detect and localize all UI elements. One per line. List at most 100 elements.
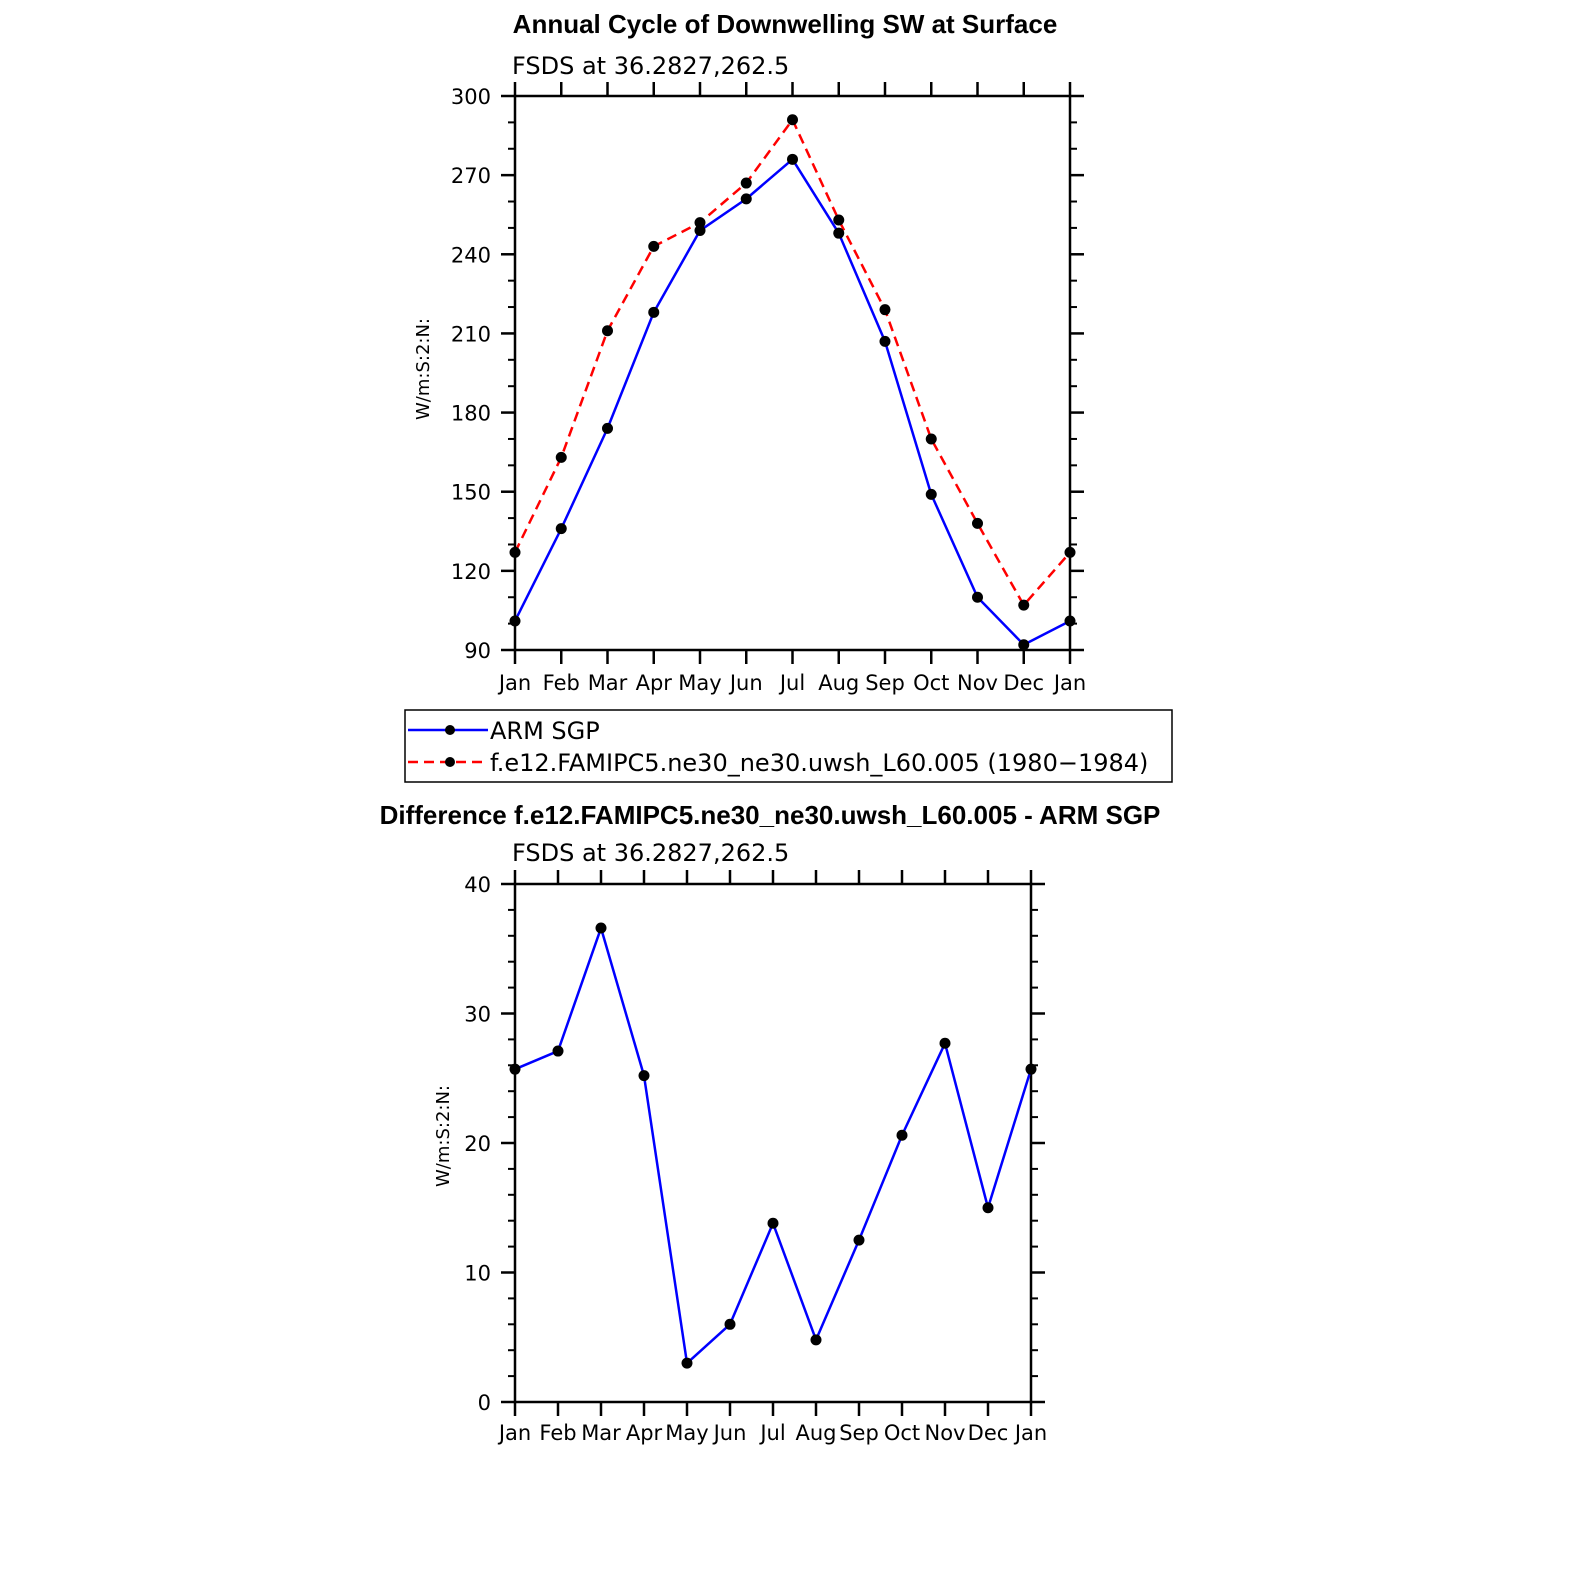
- chart1-ytick-label: 240: [451, 243, 491, 267]
- chart2-ytick-label: 30: [464, 1003, 491, 1027]
- chart1-xtick-label: Sep: [865, 671, 905, 695]
- chart2-ytick-label: 40: [464, 873, 491, 897]
- chart2-xtick-label: Jun: [712, 1421, 747, 1445]
- chart2-subtitle: FSDS at 36.2827,262.5: [512, 839, 789, 867]
- chart1-xtick-label: Jul: [778, 671, 805, 695]
- chart2-series-0-point: [810, 1334, 822, 1346]
- chart1-series-1-line: [513, 118, 1071, 607]
- chart1-xtick-label: Jun: [728, 671, 763, 695]
- chart1-series-1-point: [833, 214, 845, 226]
- annual-cycle-chart: Annual Cycle of Downwelling SW at Surfac…: [404, 9, 1173, 783]
- chart2-series-0-point: [853, 1234, 865, 1246]
- chart2-series-0-point: [724, 1318, 736, 1330]
- chart2-series-0-point: [681, 1357, 693, 1369]
- chart1-series-0-point: [879, 335, 891, 347]
- legend-marker-model: [445, 757, 455, 767]
- chart1-axes: 90 120 150 180 210 240 270 300 Jan Feb Mar Apr May Ju…: [451, 82, 1086, 695]
- chart1-xtick-label: May: [678, 671, 721, 695]
- chart1-series-0-point: [1018, 639, 1030, 651]
- chart2-series-0-point: [552, 1045, 564, 1057]
- legend-label-arm: ARM SGP: [490, 717, 600, 745]
- chart2-ytick-label: 10: [464, 1262, 491, 1286]
- chart2-xtick-label: Jan: [1013, 1421, 1047, 1445]
- chart1-series-1-point: [602, 325, 613, 337]
- legend-box: [404, 709, 1173, 783]
- chart1-ytick-label: 150: [451, 481, 491, 505]
- chart1-ylabel: W/m:S:2:N:: [413, 318, 434, 420]
- legend-label-model: f.e12.FAMIPC5.ne30_ne30.uwsh_L60.005 (19…: [490, 749, 1148, 777]
- chart2-xtick-label: Dec: [968, 1421, 1009, 1445]
- chart1-series-0-point: [648, 306, 660, 318]
- difference-chart: Difference f.e12.FAMIPC5.ne30_ne30.uwsh_…: [380, 800, 1161, 1445]
- chart2-xtick-label: Nov: [925, 1421, 966, 1445]
- chart1-series-1-point: [648, 240, 660, 252]
- chart1-series-0-point: [833, 227, 845, 239]
- chart1-series-0-point: [694, 225, 706, 237]
- chart2-series-0-point: [638, 1070, 650, 1082]
- chart2-axes: 0 10 20 30 40 Jan Feb Mar Apr May Jun Jul Aug Sep Oct N…: [464, 870, 1047, 1445]
- chart1-ytick-label: 210: [451, 322, 491, 346]
- chart2-series-0-point: [982, 1202, 994, 1214]
- chart2-series-0-point: [896, 1129, 908, 1141]
- chart2-ylabel: W/m:S:2:N:: [433, 1085, 454, 1187]
- chart1-ytick-label: 90: [464, 639, 491, 663]
- chart1-series-1-point: [1064, 546, 1076, 558]
- chart2-title: Difference f.e12.FAMIPC5.ne30_ne30.uwsh_…: [380, 800, 1161, 830]
- chart1-xtick-label: Dec: [1003, 671, 1044, 695]
- chart1-series-0-point: [740, 193, 752, 205]
- chart1-xtick-label: Jan: [497, 671, 531, 695]
- chart1-series-0-point: [509, 615, 521, 627]
- chart1-series-0-point: [787, 153, 798, 165]
- chart1-xtick-label: Aug: [818, 671, 859, 695]
- chart2-xtick-label: Mar: [581, 1421, 621, 1445]
- chart1-series-0-point: [925, 488, 937, 500]
- chart2-ytick-label: 20: [464, 1132, 491, 1156]
- chart1-series-1-point: [740, 177, 752, 189]
- chart2-series: [509, 922, 1037, 1369]
- chart1-series-1-point: [925, 433, 937, 445]
- chart1-xtick-label: Nov: [957, 671, 998, 695]
- chart2-xtick-label: Oct: [884, 1421, 920, 1445]
- chart1-series-1-point: [694, 217, 706, 229]
- chart2-plot-frame: [513, 882, 1033, 1404]
- chart1-series-1-point: [509, 546, 521, 558]
- chart1-series-1-point: [972, 517, 983, 529]
- chart2-series-0-line: [514, 926, 1033, 1365]
- chart1-xtick-label: Jan: [1052, 671, 1086, 695]
- chart1-series-0-line: [513, 158, 1071, 646]
- chart1-series-1-point: [555, 451, 567, 463]
- chart1-series-0-point: [602, 422, 613, 434]
- chart1-series-1-point: [1018, 599, 1030, 611]
- chart1-xtick-label: Apr: [636, 671, 673, 695]
- chart1-ytick-label: 120: [451, 560, 491, 584]
- chart1-series-1-point: [787, 114, 798, 126]
- chart2-series-0-point: [1025, 1063, 1037, 1075]
- chart1-ytick-label: 300: [451, 85, 491, 109]
- chart2-xtick-label: Sep: [839, 1421, 879, 1445]
- chart2-xtick-label: May: [665, 1421, 708, 1445]
- legend-marker-arm: [445, 725, 455, 735]
- chart2-xtick-label: Jul: [758, 1421, 785, 1445]
- chart1-series-1-point: [879, 304, 891, 316]
- chart2-series-0-point: [509, 1063, 521, 1075]
- chart1-ytick-label: 180: [451, 402, 491, 426]
- chart1-ytick-label: 270: [451, 164, 491, 188]
- chart2-xtick-label: Aug: [795, 1421, 836, 1445]
- chart1-series-0-point: [1064, 615, 1076, 627]
- chart2-series-0-point: [939, 1037, 951, 1049]
- chart1-xtick-label: Mar: [588, 671, 628, 695]
- chart1-series-0-point: [555, 523, 567, 535]
- chart2-xtick-label: Feb: [539, 1421, 576, 1445]
- chart1-legend: ARM SGP f.e12.FAMIPC5.ne30_ne30.uwsh_L60…: [404, 709, 1173, 783]
- chart1-title: Annual Cycle of Downwelling SW at Surfac…: [513, 9, 1058, 39]
- chart1-plot-frame: [513, 94, 1072, 652]
- chart2-xtick-label: Jan: [497, 1421, 531, 1445]
- chart1-series: [509, 114, 1076, 651]
- chart2-xtick-label: Apr: [626, 1421, 663, 1445]
- chart1-subtitle: FSDS at 36.2827,262.5: [512, 52, 789, 80]
- chart1-xtick-label: Oct: [913, 671, 949, 695]
- chart1-xtick-label: Feb: [543, 671, 580, 695]
- chart1-series-0-point: [972, 591, 983, 603]
- chart2-series-0-point: [595, 922, 607, 934]
